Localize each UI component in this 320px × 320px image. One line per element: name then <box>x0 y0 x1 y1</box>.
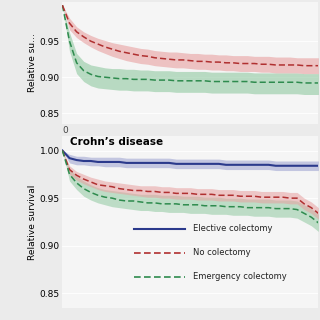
Y-axis label: Relative su…: Relative su… <box>28 33 37 92</box>
Y-axis label: Relative survival: Relative survival <box>28 184 37 260</box>
Text: 0: 0 <box>62 126 68 135</box>
Text: Emergency colectomy: Emergency colectomy <box>193 272 287 281</box>
Text: Crohn’s disease: Crohn’s disease <box>70 137 163 147</box>
Text: No colectomy: No colectomy <box>193 248 251 257</box>
Text: Elective colectomy: Elective colectomy <box>193 224 272 233</box>
